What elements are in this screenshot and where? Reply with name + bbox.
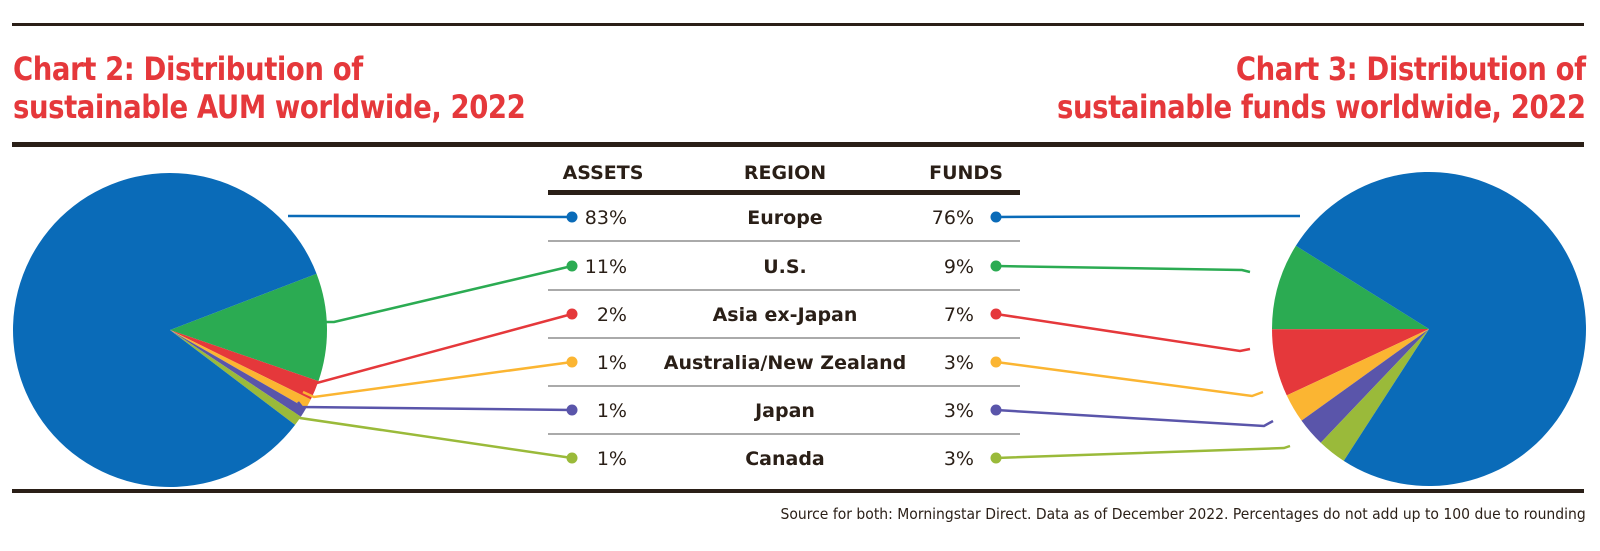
source-note: Source for both: Morningstar Direct. Dat… (780, 505, 1586, 523)
funds-value: 3% (944, 448, 974, 470)
header-rule (548, 190, 1020, 195)
assets-leader-asia-ex-japan (301, 312, 573, 386)
assets-marker-europe (566, 211, 578, 223)
assets-leader-europe (288, 214, 573, 219)
assets-value: 2% (597, 304, 627, 326)
region-name: Europe (747, 207, 822, 229)
funds-leader-japan (995, 408, 1274, 428)
title-rule (12, 142, 1584, 147)
chart3-title-line2: sustainable funds worldwide, 2022 (1057, 88, 1586, 126)
chart3-title-line1: Chart 3: Distribution of (1236, 50, 1586, 88)
chart2-title-line1: Chart 2: Distribution of (13, 50, 363, 88)
assets-marker-japan (566, 404, 578, 416)
assets-leader-canada (291, 411, 573, 460)
top-rule (12, 23, 1584, 26)
region-name: Japan (753, 400, 815, 422)
leader-lines (288, 211, 1300, 464)
assets-value: 1% (597, 352, 627, 374)
assets-slice-asia-ex-japan (170, 330, 319, 400)
funds-leader-asia-ex-japan (995, 312, 1251, 353)
funds-value: 3% (944, 400, 974, 422)
assets-leader-u-s (322, 264, 573, 324)
funds-slice-europe (1295, 171, 1587, 486)
funds-leader-europe (995, 214, 1300, 219)
funds-leader-u-s (995, 264, 1251, 274)
assets-value: 11% (585, 256, 627, 278)
assets-leader-australia-new-zealand (302, 360, 573, 399)
assets-marker-canada (566, 452, 578, 464)
funds-slice-asia-ex-japan (1272, 329, 1429, 396)
chart2-title-line2: sustainable AUM worldwide, 2022 (13, 88, 526, 126)
funds-value: 76% (932, 207, 974, 229)
funds-marker-u-s (990, 260, 1002, 272)
assets-value: 83% (585, 207, 627, 229)
funds-slice-u-s (1271, 245, 1429, 330)
header-region: REGION (744, 162, 826, 184)
funds-value: 3% (944, 352, 974, 374)
assets-marker-u-s (566, 260, 578, 272)
assets-slice-australia-new-zealand (170, 330, 311, 409)
header-funds: FUNDS (929, 162, 1003, 184)
region-name: Asia ex-Japan (713, 304, 858, 326)
funds-marker-europe (990, 211, 1002, 223)
bottom-rule (12, 489, 1584, 493)
region-table: ASSETS REGION FUNDS 83% Europe 76% 11% U.S. 9… (548, 162, 1020, 470)
funds-slice-australia-new-zealand (1286, 329, 1429, 421)
region-name: U.S. (763, 256, 807, 278)
funds-leader-canada (995, 444, 1291, 460)
pie-chart-assets (12, 173, 327, 488)
funds-value: 7% (944, 304, 974, 326)
funds-leader-australia-new-zealand (995, 360, 1264, 398)
funds-slice-japan (1301, 329, 1429, 443)
assets-value: 1% (597, 400, 627, 422)
assets-slice-europe (12, 173, 317, 488)
funds-marker-canada (990, 452, 1002, 464)
region-name: Canada (745, 448, 825, 470)
header-assets: ASSETS (563, 162, 644, 184)
funds-marker-asia-ex-japan (990, 308, 1002, 320)
assets-value: 1% (597, 448, 627, 470)
chart2-title: Chart 2: Distribution of sustainable AUM… (13, 50, 526, 126)
chart3-title: Chart 3: Distribution of sustainable fun… (1057, 50, 1586, 126)
funds-value: 9% (944, 256, 974, 278)
assets-slice-japan (170, 330, 307, 417)
pie-chart-funds (1271, 171, 1587, 486)
assets-marker-australia-new-zealand (566, 356, 578, 368)
funds-marker-japan (990, 404, 1002, 416)
assets-slice-u-s (170, 273, 327, 382)
assets-leader-japan (297, 401, 573, 412)
funds-marker-australia-new-zealand (990, 356, 1002, 368)
funds-slice-canada (1320, 329, 1429, 461)
assets-marker-asia-ex-japan (566, 308, 578, 320)
region-name: Australia/New Zealand (664, 352, 907, 374)
assets-slice-canada (170, 330, 301, 425)
